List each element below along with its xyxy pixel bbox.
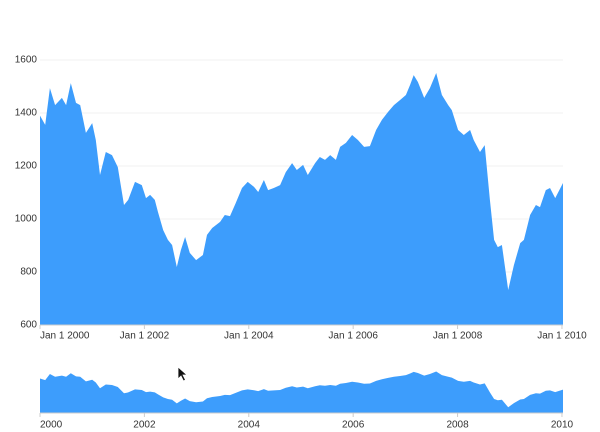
navigator-tick-label: 2006	[342, 420, 365, 431]
y-tick-label: 1200	[15, 161, 38, 172]
y-tick-label: 600	[20, 320, 37, 331]
y-tick-label: 1600	[15, 55, 38, 66]
navigator-tick-label: 2004	[238, 420, 261, 431]
x-tick-label: Jan 1 2000	[40, 331, 90, 342]
x-tick-label: Jan 1 2004	[224, 331, 274, 342]
y-tick-label: 800	[20, 267, 37, 278]
mouse-cursor	[177, 366, 189, 382]
x-tick-label: Jan 1 2008	[433, 331, 483, 342]
x-tick-label: Jan 1 2010	[537, 331, 587, 342]
x-tick-label: Jan 1 2002	[120, 331, 170, 342]
navigator-tick-label: 2002	[133, 420, 156, 431]
navigator-tick-label: 2000	[40, 420, 63, 431]
y-tick-label: 1000	[15, 214, 38, 225]
x-tick-label: Jan 1 2006	[328, 331, 378, 342]
y-tick-label: 1400	[15, 108, 38, 119]
navigator-tick-label: 2010	[551, 420, 574, 431]
area	[40, 73, 563, 325]
navigator-tick-label: 2008	[446, 420, 469, 431]
navigator-area	[40, 371, 563, 413]
